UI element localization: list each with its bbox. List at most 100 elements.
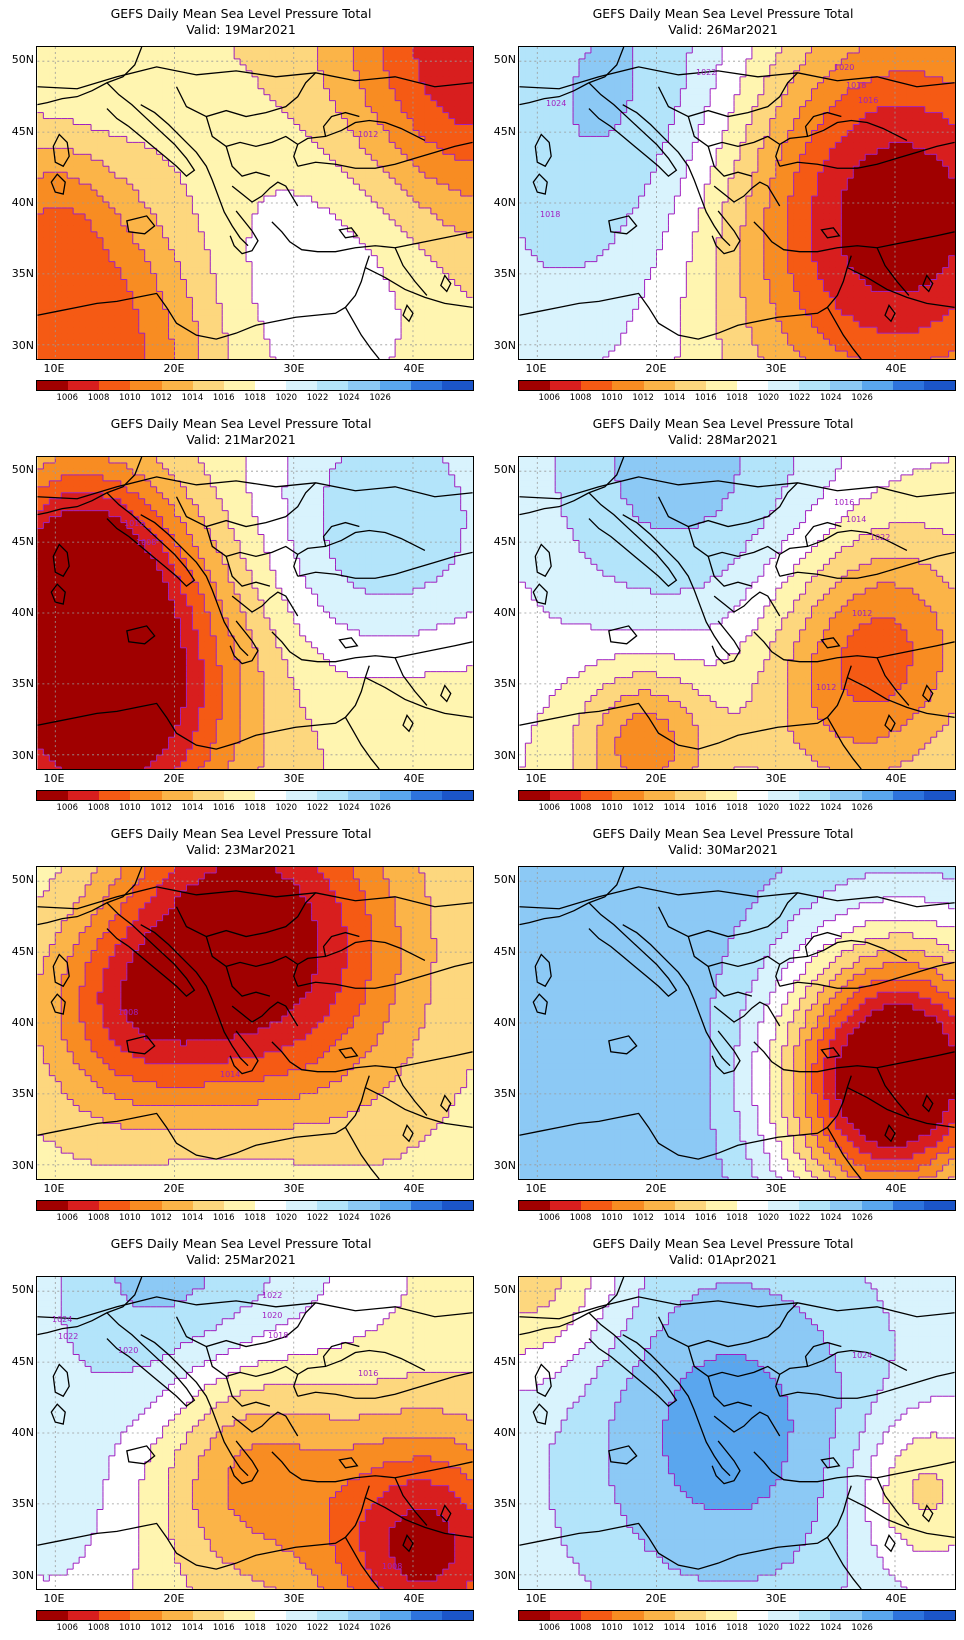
colorbar-label: 1006 [531, 803, 567, 813]
coastline [534, 953, 552, 988]
latitude-tick-label: 50N [486, 1284, 516, 1296]
latitude-tick-label: 50N [4, 54, 34, 66]
colorbar-label: 1016 [688, 393, 724, 403]
coastline [365, 1497, 473, 1538]
colorbar-label: 1026 [362, 393, 398, 403]
coastline [297, 551, 473, 579]
latitude-tick-label: 50N [486, 464, 516, 476]
coastline [297, 961, 473, 989]
coastline [394, 247, 428, 296]
colorbar-swatch [830, 791, 862, 800]
colorbar-swatch [705, 1201, 737, 1210]
colorbar-swatch [410, 381, 442, 390]
colorbar-label: 1018 [719, 1213, 755, 1223]
colorbar-label: 1006 [531, 1623, 567, 1633]
coastline [225, 146, 271, 177]
coastline [922, 1504, 934, 1523]
colorbar-swatch [286, 1201, 318, 1210]
colorbar-label: 1020 [268, 1623, 304, 1633]
colorbar-label: 1008 [563, 1623, 599, 1633]
colorbar-swatch [254, 1201, 287, 1210]
colorbar-swatch [581, 381, 613, 390]
latitude-tick-label: 35N [4, 1088, 34, 1100]
colorbar-swatch [550, 1201, 582, 1210]
colorbar-swatch [799, 1201, 831, 1210]
colorbar-swatch [68, 1201, 100, 1210]
graticule [37, 1277, 473, 1589]
latitude-tick-label: 40N [486, 607, 516, 619]
coastline [365, 267, 473, 308]
coastlines-and-borders [37, 457, 473, 769]
coastline [231, 1411, 299, 1437]
colorbar-swatch [923, 1201, 955, 1210]
colorbar-swatch [799, 791, 831, 800]
coastline [52, 133, 70, 168]
coastline [140, 1334, 249, 1477]
colorbar-swatch [799, 381, 831, 390]
colorbar-swatch [254, 381, 287, 390]
pressure-map: 1016 1014 1022 1012 1012 [518, 456, 956, 770]
latitude-tick-label: 30N [4, 1159, 34, 1172]
colorbar-label: 1012 [625, 803, 661, 813]
colorbar-swatch [892, 1611, 924, 1620]
coastline [205, 526, 299, 558]
coastline [876, 1477, 910, 1526]
colorbar-label: 1020 [750, 393, 786, 403]
coastline [775, 119, 908, 167]
colorbar-label: 1020 [750, 803, 786, 813]
colorbar-swatch [348, 791, 380, 800]
coastline [106, 902, 196, 998]
graticule [519, 47, 955, 359]
latitude-tick-label: 30N [486, 1569, 516, 1582]
colorbar-swatch [612, 1201, 644, 1210]
coastline [847, 1497, 955, 1538]
colorbar-swatch [379, 1611, 411, 1620]
colorbar-swatch [705, 1611, 737, 1620]
isobar-label: 1014 [846, 515, 866, 524]
coastline [126, 1445, 156, 1465]
coastline [826, 1537, 862, 1589]
coastline [322, 521, 360, 547]
coastline [713, 591, 781, 617]
colorbar-label: 1008 [563, 1213, 599, 1223]
latitude-tick-label: 50N [4, 874, 34, 886]
longitude-tick-label: 40E [394, 1593, 434, 1605]
coastline [519, 1075, 852, 1160]
colorbar-label: 1012 [625, 1213, 661, 1223]
colorbar-swatch [161, 791, 193, 800]
latitude-tick-label: 40N [4, 1017, 34, 1029]
longitude-tick-label: 10E [34, 773, 74, 785]
latitude-tick-label: 35N [486, 678, 516, 690]
longitude-tick-label: 20E [636, 363, 676, 375]
pressure-map: 1022 1020 1018 1016 1024 1018 [518, 46, 956, 360]
colorbar-swatch [892, 381, 924, 390]
coastline [534, 133, 552, 168]
colorbar-label: 1010 [594, 803, 630, 813]
isobar-label: 1012 [124, 519, 144, 528]
coastline [657, 482, 799, 528]
latitude-tick-label: 45N [4, 125, 34, 138]
latitude-tick-label: 35N [486, 268, 516, 280]
coastline [534, 1363, 552, 1398]
coastline [52, 543, 70, 578]
longitude-tick-label: 30E [756, 773, 796, 785]
coastline [338, 227, 359, 239]
coastline [713, 1411, 781, 1437]
colorbar-label: 1006 [49, 393, 85, 403]
coastline [707, 966, 753, 997]
isobar-label: 1012 [816, 683, 836, 692]
coastline [205, 1346, 299, 1378]
coastline [338, 1047, 359, 1059]
panel-title: GEFS Daily Mean Sea Level Pressure Total [0, 416, 482, 432]
coastline [820, 637, 841, 649]
colorbar-swatch [348, 1201, 380, 1210]
colorbar-label: 1008 [81, 803, 117, 813]
colorbar-swatch [410, 1201, 442, 1210]
latitude-tick-label: 35N [4, 1498, 34, 1510]
coastline [394, 657, 428, 706]
coastline [608, 625, 638, 645]
latitude-tick-label: 45N [486, 1355, 516, 1368]
coastline [779, 551, 955, 579]
colorbar-swatch [254, 1611, 287, 1620]
coastline [440, 1094, 452, 1113]
